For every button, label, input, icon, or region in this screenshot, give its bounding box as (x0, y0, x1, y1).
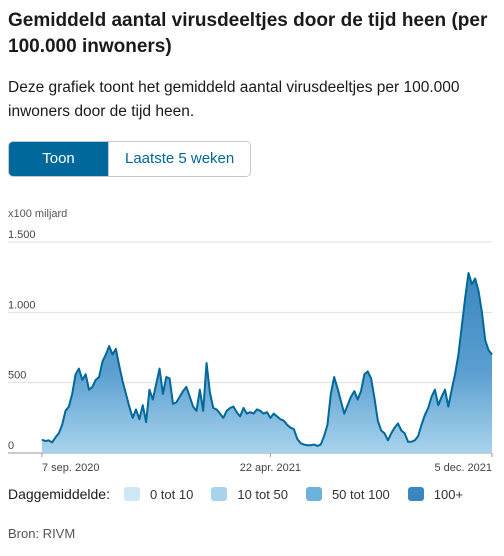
chart-title: Gemiddeld aantal virusdeeltjes door de t… (8, 10, 488, 57)
y-tick-label: 0 (8, 440, 14, 452)
chart-description: Deze grafiek toont het gemiddeld aantal … (8, 79, 460, 120)
y-tick-label: 1.500 (8, 229, 36, 241)
legend-item-100-plus: 100+ (407, 486, 464, 502)
show-all-button[interactable]: Toon alles (9, 142, 108, 176)
area-chart: 0 500 1.000 1.500 7 sep. 2020 22 apr. 2021 5 d… (8, 229, 493, 474)
y-tick-label: 500 (8, 370, 26, 382)
legend-item-0-10: 0 tot 10 (123, 486, 194, 502)
legend-item-50-100: 50 tot 100 (305, 486, 390, 502)
x-tick-label: 22 apr. 2021 (240, 462, 301, 474)
y-axis-unit: x100 miljard (8, 208, 68, 220)
legend-swatch-10-50 (211, 487, 228, 501)
legend-text-50-100: 50 tot 100 (331, 486, 390, 502)
series-line (41, 271, 493, 447)
range-toggle: Toon alles Laatste 5 weken (8, 141, 252, 177)
legend-text-0-10: 0 tot 10 (149, 486, 194, 502)
legend-swatch-0-10 (123, 487, 140, 501)
legend-text-10-50: 10 tot 50 (237, 486, 288, 502)
last-5-weeks-button[interactable]: Laatste 5 weken (108, 142, 251, 176)
x-tick-label: 7 sep. 2020 (42, 462, 100, 474)
source-note: Bron: RIVM (8, 526, 76, 541)
legend-label: Daggemiddelde: (8, 486, 110, 502)
y-tick-label: 1.000 (8, 299, 36, 311)
legend-swatch-100-plus (407, 487, 424, 501)
legend-text-100-plus: 100+ (433, 486, 464, 502)
legend-swatch-50-100 (305, 487, 322, 501)
x-tick-label: 5 dec. 2021 (435, 462, 493, 474)
area-fill (42, 272, 492, 453)
legend-item-10-50: 10 tot 50 (211, 487, 288, 502)
legend: Daggemiddelde: 0 tot 10 10 tot 50 50 tot… (8, 486, 481, 502)
